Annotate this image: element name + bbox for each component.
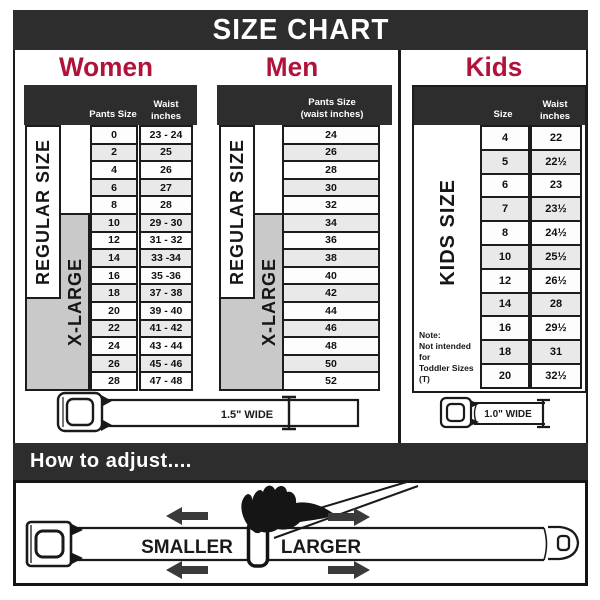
table-cell: 28 bbox=[530, 291, 582, 318]
table-cell: 7 bbox=[480, 196, 530, 223]
table-cell: 47 - 48 bbox=[139, 371, 193, 391]
kids-belt-strap bbox=[474, 402, 545, 425]
seatbelt-buckle-icon bbox=[56, 391, 104, 433]
arrow-right-icon bbox=[328, 561, 370, 579]
page-title: SIZE CHART bbox=[212, 13, 389, 46]
table-cell: 22½ bbox=[530, 148, 582, 175]
table-cell: 10 bbox=[480, 244, 530, 270]
width-measure-small-icon bbox=[537, 398, 550, 429]
table-cell: 28 bbox=[90, 371, 138, 391]
women-regular-label: REGULAR SIZE bbox=[32, 138, 53, 285]
kids-side-label: KIDS SIZE bbox=[436, 179, 459, 286]
kids-note: Note: Not intended for Toddler Sizes (T) bbox=[419, 329, 474, 384]
belt-width-illustrations: 1.5" WIDE 1.0" WIDE bbox=[56, 391, 550, 433]
table-cell: 23 bbox=[530, 172, 582, 199]
kids-side-label-box: KIDS SIZE bbox=[422, 125, 474, 340]
men-col-header: Pants Size (waist inches) bbox=[300, 97, 364, 120]
men-size-table: Pants Size (waist inches) REGULAR SIZE X… bbox=[217, 85, 392, 393]
belt-adjust-illustration: SMALLER LARGER bbox=[25, 480, 580, 579]
women-heading: Women bbox=[58, 52, 154, 82]
hand-fingertip bbox=[250, 518, 263, 534]
men-heading: Men bbox=[265, 52, 319, 82]
women-size-table: Pants Size Waist inches REGULAR SIZE X-L… bbox=[24, 85, 197, 393]
women-col2-header: Waist inches bbox=[150, 99, 182, 122]
table-cell: 33 -34 bbox=[139, 248, 193, 268]
larger-label: LARGER bbox=[281, 537, 362, 558]
table-cell: 43 - 44 bbox=[139, 336, 193, 356]
adult-belt-illustration: 1.5" WIDE bbox=[56, 391, 360, 433]
table-cell: 6 bbox=[480, 172, 530, 199]
kids-width-label: 1.0" WIDE bbox=[484, 409, 532, 420]
size-chart-body: Women Men Kids Pants Size Waist inches R… bbox=[13, 50, 588, 443]
adjust-heading: How to adjust.... bbox=[30, 450, 192, 472]
women-xlarge-label: X-LARGE bbox=[65, 258, 85, 346]
adjust-section-bar: How to adjust.... bbox=[13, 443, 588, 480]
women-xlarge-label-box: X-LARGE bbox=[61, 213, 90, 391]
table-cell: 5 bbox=[480, 148, 530, 175]
kids-size-table: Size Waist inches KIDS SIZE Note: Not in… bbox=[412, 85, 587, 393]
table-cell: 26½ bbox=[530, 267, 582, 294]
adult-width-label: 1.5" WIDE bbox=[221, 409, 273, 421]
table-cell: 32½ bbox=[530, 363, 582, 389]
women-col1-header: Pants Size bbox=[89, 108, 137, 120]
kids-belt-illustration: 1.0" WIDE bbox=[439, 396, 550, 429]
adult-belt-strap bbox=[102, 398, 360, 428]
kids-col2-header: Waist inches bbox=[539, 99, 571, 122]
table-cell: 16 bbox=[480, 315, 530, 342]
men-xlarge-label-box: X-LARGE bbox=[255, 213, 284, 391]
men-xlarge-label: X-LARGE bbox=[259, 258, 279, 346]
men-kids-divider bbox=[398, 50, 401, 443]
kids-col1-header: Size bbox=[493, 108, 513, 120]
seatbelt-buckle-small-icon bbox=[439, 396, 473, 429]
table-cell: 4 bbox=[480, 125, 530, 151]
title-bar: SIZE CHART bbox=[13, 10, 588, 50]
men-regular-box: REGULAR SIZE bbox=[219, 125, 255, 299]
table-cell: 20 bbox=[480, 363, 530, 389]
kids-heading: Kids bbox=[465, 52, 523, 82]
hand-fingertip bbox=[263, 517, 274, 532]
men-table-header: Pants Size (waist inches) bbox=[217, 85, 392, 125]
adjust-belt-strap bbox=[72, 526, 544, 562]
table-cell: 52 bbox=[282, 371, 380, 391]
belt-tip bbox=[548, 525, 580, 561]
table-cell: 8 bbox=[480, 220, 530, 246]
width-measure-icon bbox=[282, 395, 296, 431]
table-cell: 24½ bbox=[530, 220, 582, 246]
table-cell: 31 bbox=[530, 339, 582, 365]
table-cell: 12 bbox=[480, 267, 530, 294]
table-cell: 18 bbox=[90, 283, 138, 303]
table-cell: 31 - 32 bbox=[139, 230, 193, 251]
women-table-header: Pants Size Waist inches bbox=[24, 85, 197, 125]
table-cell: 29½ bbox=[530, 315, 582, 342]
table-cell: 10 bbox=[90, 213, 138, 233]
arrow-left-icon bbox=[166, 561, 208, 579]
table-cell: 18 bbox=[480, 339, 530, 365]
seatbelt-buckle-large-icon bbox=[25, 520, 73, 568]
adjust-illustration-box bbox=[13, 480, 588, 586]
table-cell: 25½ bbox=[530, 244, 582, 270]
table-cell: 14 bbox=[480, 291, 530, 318]
table-cell: 22 bbox=[530, 125, 582, 151]
arrow-left-icon bbox=[166, 507, 208, 525]
men-regular-label: REGULAR SIZE bbox=[226, 138, 247, 285]
smaller-label: SMALLER bbox=[141, 537, 233, 558]
women-regular-box: REGULAR SIZE bbox=[25, 125, 61, 299]
kids-table-header: Size Waist inches bbox=[414, 87, 585, 125]
arrow-right-icon bbox=[328, 508, 370, 526]
table-cell: 23½ bbox=[530, 196, 582, 223]
